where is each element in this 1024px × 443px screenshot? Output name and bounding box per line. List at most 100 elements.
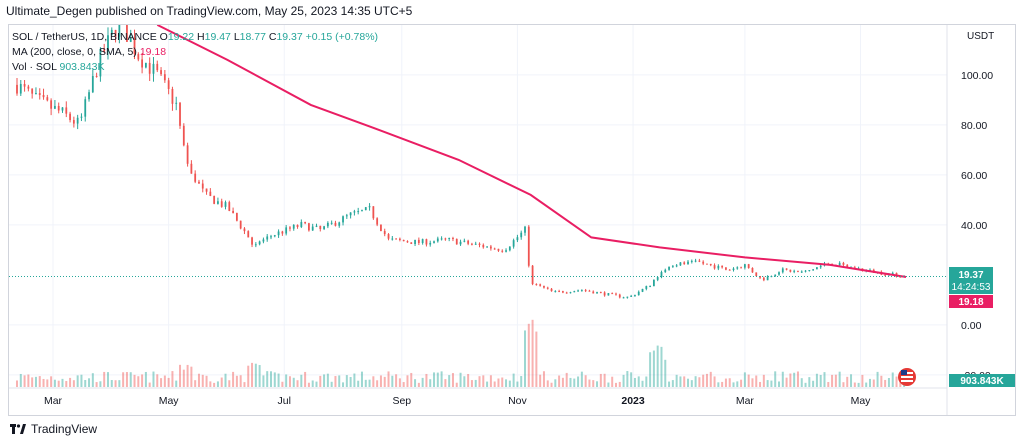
volume-bar bbox=[69, 377, 72, 387]
volume-bar bbox=[262, 375, 265, 387]
candle-body bbox=[804, 270, 807, 272]
candle-body bbox=[694, 260, 697, 262]
candle-body bbox=[421, 239, 424, 243]
volume-bar bbox=[713, 376, 716, 387]
flag-icon[interactable] bbox=[898, 368, 916, 386]
legend-low: 18.77 bbox=[239, 31, 266, 43]
volume-bar bbox=[501, 377, 504, 387]
volume-bar bbox=[770, 380, 773, 387]
candle-body bbox=[808, 270, 811, 272]
volume-bar bbox=[232, 371, 235, 387]
candle-body bbox=[376, 218, 379, 225]
candle-body bbox=[520, 232, 523, 238]
volume-bar bbox=[277, 373, 280, 387]
volume-bar bbox=[724, 378, 727, 387]
volume-bar bbox=[649, 352, 652, 387]
volume-bar bbox=[887, 377, 890, 387]
volume-bar bbox=[531, 319, 534, 387]
tradingview-logo[interactable]: TradingView bbox=[10, 422, 97, 436]
legend-close-label: C bbox=[268, 31, 277, 43]
candle-body bbox=[114, 29, 117, 37]
candle-body bbox=[380, 224, 382, 232]
volume-bar bbox=[728, 378, 731, 387]
candle-body bbox=[637, 291, 640, 296]
volume-bar bbox=[300, 374, 303, 387]
volume-bar bbox=[846, 376, 849, 387]
candle-body bbox=[326, 222, 329, 227]
candle-body bbox=[452, 238, 454, 240]
volume-bar bbox=[224, 373, 227, 387]
volume-bar bbox=[800, 378, 803, 387]
volume-tag: 903.843K bbox=[949, 374, 1015, 387]
time-tick-label: Mar bbox=[44, 395, 63, 407]
volume-bar bbox=[53, 379, 56, 387]
volume-bar bbox=[497, 378, 500, 387]
volume-bar bbox=[95, 382, 98, 387]
candle-body bbox=[144, 62, 147, 68]
volume-bar bbox=[577, 376, 580, 387]
candle-body bbox=[19, 83, 22, 94]
volume-bar bbox=[774, 371, 777, 387]
candle-body bbox=[717, 265, 720, 269]
candle-body bbox=[766, 276, 769, 281]
volume-bar bbox=[660, 346, 663, 387]
candle-body bbox=[217, 201, 219, 204]
candle-body bbox=[50, 100, 53, 109]
volume-bar bbox=[213, 382, 216, 387]
volume-bar bbox=[398, 378, 401, 387]
candle-body bbox=[308, 223, 310, 231]
volume-bar bbox=[561, 377, 564, 387]
candle-body bbox=[599, 292, 602, 294]
volume-bar bbox=[379, 375, 382, 387]
candle-body bbox=[425, 239, 428, 245]
candle-body bbox=[797, 270, 799, 272]
volume-bar bbox=[614, 382, 617, 387]
volume-bar bbox=[580, 371, 583, 387]
candle-body bbox=[508, 246, 511, 251]
volume-bar bbox=[508, 380, 511, 387]
candle-body bbox=[129, 38, 132, 42]
volume-bar bbox=[675, 374, 678, 387]
candle-body bbox=[577, 290, 579, 292]
volume-bar bbox=[357, 380, 360, 387]
volume-bar bbox=[391, 375, 394, 387]
candle-body bbox=[27, 86, 30, 89]
volume-bar bbox=[141, 374, 144, 387]
price-tick-label: 0.00 bbox=[961, 320, 982, 332]
volume-bar bbox=[88, 378, 91, 387]
candle-body bbox=[107, 35, 109, 52]
volume-bar bbox=[368, 379, 371, 387]
legend-symbol[interactable]: SOL / TetherUS, 1D, BINANCE bbox=[12, 31, 157, 43]
candle-body bbox=[209, 191, 212, 196]
volume-tag-value: 903.843K bbox=[960, 376, 1004, 387]
volume-bar bbox=[436, 372, 439, 387]
candle-body bbox=[357, 211, 360, 213]
volume-bar bbox=[569, 377, 572, 387]
volume-bar bbox=[235, 375, 238, 387]
candle-body bbox=[512, 240, 515, 247]
candle-body bbox=[789, 269, 792, 272]
candle-body bbox=[281, 231, 284, 234]
candle-body bbox=[751, 267, 754, 273]
candle-body bbox=[84, 99, 87, 117]
candle-body bbox=[626, 296, 629, 298]
candle-body bbox=[156, 63, 159, 71]
candle-body bbox=[641, 288, 644, 292]
volume-bar bbox=[205, 375, 208, 387]
candle-body bbox=[622, 297, 625, 299]
volume-bar bbox=[743, 372, 746, 387]
candle-body bbox=[565, 292, 568, 294]
volume-bar bbox=[702, 374, 705, 387]
candle-body bbox=[603, 292, 606, 296]
volume-bar bbox=[827, 382, 830, 387]
volume-bar bbox=[402, 382, 405, 387]
volume-bar bbox=[474, 379, 477, 387]
candle-body bbox=[372, 206, 375, 219]
volume-bar bbox=[455, 382, 458, 387]
volume-bar bbox=[785, 377, 788, 387]
candle-body bbox=[319, 225, 322, 230]
legend-ma-label[interactable]: MA (200, close, 0, SMA, 5) bbox=[12, 46, 137, 58]
candle-body bbox=[819, 265, 822, 268]
legend-vol-label[interactable]: Vol · SOL bbox=[12, 61, 57, 73]
